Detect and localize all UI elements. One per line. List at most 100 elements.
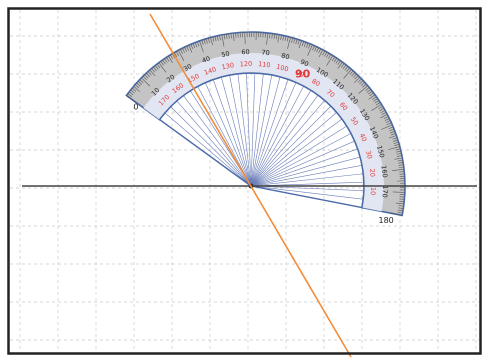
protractor-tick [144, 74, 149, 79]
protractor-ray [250, 73, 264, 187]
protractor-tick [396, 150, 402, 153]
protractor-tick [318, 49, 324, 57]
protractor-ray [250, 94, 319, 187]
protractor-ray [250, 112, 337, 187]
protractor-tick [393, 141, 399, 144]
protractor-tick [162, 59, 166, 65]
protractor-tick [166, 57, 170, 62]
protractor-tick [137, 80, 143, 85]
protractor-ray [250, 82, 297, 187]
protractor-tick [303, 42, 307, 47]
protractor-tick [392, 169, 405, 171]
protractor-tick [158, 62, 167, 73]
protractor-tick [326, 55, 334, 66]
protractor-inner-label: 100 [275, 63, 289, 74]
protractor-tick [384, 118, 390, 121]
protractor-tick [216, 35, 219, 41]
protractor-ray [250, 173, 364, 187]
protractor-tick [190, 44, 194, 49]
protractor-outer-label: 90 [299, 58, 310, 69]
orange-line[interactable] [149, 13, 352, 358]
protractor-tick [354, 75, 359, 80]
protractor-tick [154, 65, 159, 70]
protractor-tick [331, 56, 336, 62]
protractor-tick [173, 52, 178, 57]
protractor-ray [250, 79, 289, 187]
protractor-tick [127, 93, 132, 97]
protractor-tick [388, 126, 394, 130]
protractor-outer-label: 40 [201, 55, 211, 65]
protractor-ray [246, 73, 252, 187]
protractor-inner-band [143, 52, 385, 212]
protractor-tick [337, 60, 341, 65]
protractor-outer-label: 70 [261, 48, 270, 57]
protractor-tick [147, 71, 152, 76]
protractor-tick [378, 105, 383, 110]
protractor-ray [250, 156, 361, 187]
protractor-tick [146, 72, 150, 77]
protractor-tick [194, 42, 198, 48]
protractor-tick [373, 98, 378, 102]
protractor-tick [291, 37, 294, 43]
protractor-tick [397, 159, 403, 162]
protractor-tick [203, 39, 206, 45]
protractor-ray [250, 185, 364, 192]
protractor-tick [273, 33, 276, 39]
protractor-tick [342, 64, 347, 69]
protractor-tick [379, 107, 385, 112]
protractor-tick [318, 48, 322, 54]
protractor-tick [308, 43, 311, 49]
protractor-ray [212, 79, 252, 187]
protractor-ray [250, 73, 256, 187]
protractor-tick [357, 78, 362, 83]
protractor-ray [170, 106, 252, 187]
protractor-tick [374, 100, 380, 104]
protractor-tick [226, 33, 228, 39]
protractor-tick [324, 51, 328, 57]
protractor-tick [228, 33, 230, 39]
protractor-tick [192, 43, 196, 49]
protractor-tick [394, 157, 403, 160]
protractor-tick [398, 166, 404, 168]
protractor-inner-label: 80 [310, 77, 321, 88]
protractor-tick [201, 40, 204, 45]
protractor-tick [383, 116, 389, 119]
protractor-tick [398, 209, 404, 212]
protractor-tick [223, 34, 226, 40]
protractor-ray [197, 86, 252, 187]
protractor-tick [369, 92, 374, 97]
protractor-inner-label: 10 [369, 187, 377, 196]
protractor-inner-label: 120 [240, 60, 253, 68]
protractor-tick [153, 66, 157, 71]
protractor-tick [352, 73, 357, 78]
protractor-tick [266, 32, 269, 45]
protractor-tick [280, 35, 282, 41]
protractor-tick [392, 191, 405, 193]
protractor-tick [129, 91, 134, 96]
protractor-tick [312, 45, 315, 51]
protractor-tick [196, 41, 200, 47]
protractor-tick [333, 57, 337, 63]
protractor-tick [326, 53, 330, 58]
protractor-inner-label: 90 [294, 69, 305, 80]
protractor-outer-label: 50 [221, 50, 231, 59]
protractor-tick [398, 207, 404, 209]
protractor-ray [250, 125, 347, 187]
protractor-tick [341, 63, 345, 68]
protractor-tick [301, 41, 305, 47]
protractor-tick [394, 144, 400, 146]
protractor-tick [399, 200, 405, 202]
protractor-tick [380, 109, 386, 113]
protractor-tick [286, 36, 289, 42]
protractor-tick [170, 54, 174, 60]
protractor-tick [397, 155, 403, 157]
protractor-end-label-top: 0 [133, 102, 138, 111]
protractor-tick [395, 202, 404, 205]
protractor-tick [142, 76, 147, 80]
protractor-ray [250, 140, 355, 187]
protractor-tick [176, 51, 179, 56]
protractor-tick [232, 32, 235, 42]
protractor-tick [134, 84, 140, 89]
